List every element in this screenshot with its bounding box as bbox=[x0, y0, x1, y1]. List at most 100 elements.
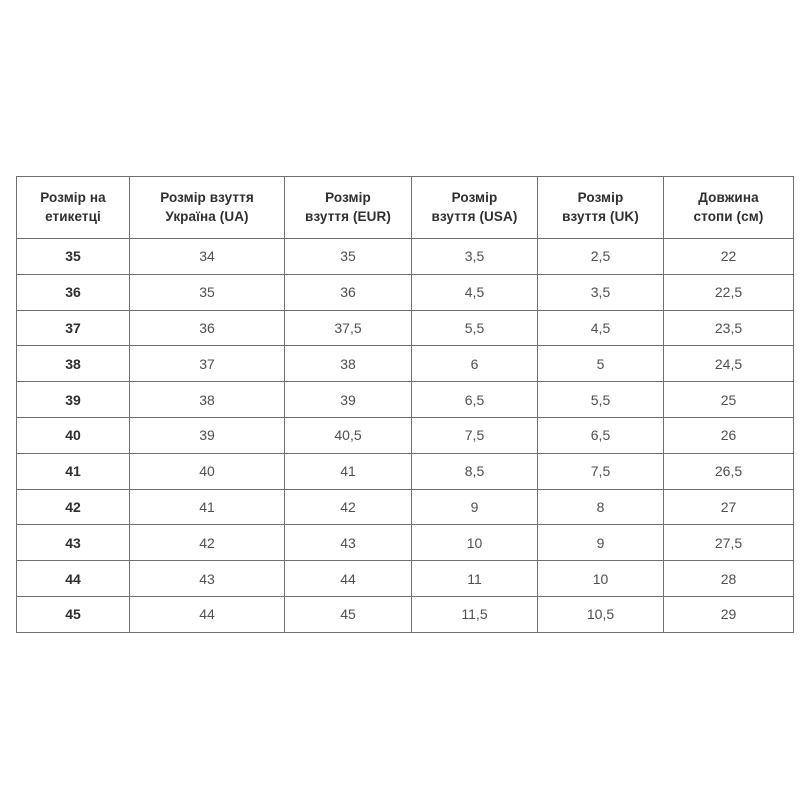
table-cell: 42 bbox=[284, 488, 412, 526]
column-header-label-size: Розмір на етикетці bbox=[16, 176, 130, 239]
table-cell: 2,5 bbox=[537, 238, 664, 275]
table-cell: 10,5 bbox=[537, 595, 664, 633]
table-cell: 22,5 bbox=[663, 273, 794, 311]
table-cell: 36 bbox=[284, 273, 412, 311]
table-row: 41 40 41 8,5 7,5 26,5 bbox=[16, 452, 794, 490]
table-cell: 43 bbox=[284, 524, 412, 562]
table-header: Розмір на етикетці Розмір взуття Україна… bbox=[16, 176, 794, 239]
column-header-line-2: взуття (EUR) bbox=[305, 208, 391, 224]
cell-label-size: 43 bbox=[16, 524, 130, 562]
table-row: 39 38 39 6,5 5,5 25 bbox=[16, 381, 794, 418]
table-cell: 41 bbox=[129, 488, 285, 526]
table-cell: 35 bbox=[129, 273, 285, 311]
column-header-foot-length-cm: Довжина стопи (см) bbox=[663, 176, 794, 239]
column-header-size-eur: Розмір взуття (EUR) bbox=[284, 176, 412, 239]
table-cell: 39 bbox=[284, 381, 412, 418]
cell-label-size: 44 bbox=[16, 560, 130, 597]
cell-label-size: 37 bbox=[16, 309, 130, 347]
table-cell: 3,5 bbox=[411, 238, 538, 275]
table-cell: 6,5 bbox=[537, 416, 664, 454]
table-cell: 38 bbox=[284, 345, 412, 383]
table-row: 42 41 42 9 8 27 bbox=[16, 488, 794, 526]
table-cell: 43 bbox=[129, 560, 285, 597]
table-cell: 45 bbox=[284, 595, 412, 633]
cell-label-size: 38 bbox=[16, 345, 130, 383]
size-chart-container: Розмір на етикетці Розмір взуття Україна… bbox=[16, 176, 794, 633]
table-cell: 40 bbox=[129, 452, 285, 490]
cell-label-size: 39 bbox=[16, 381, 130, 418]
cell-label-size: 36 bbox=[16, 273, 130, 311]
cell-label-size: 40 bbox=[16, 416, 130, 454]
table-cell: 42 bbox=[129, 524, 285, 562]
table-cell: 28 bbox=[663, 560, 794, 597]
table-cell: 8 bbox=[537, 488, 664, 526]
table-body: 35 34 35 3,5 2,5 22 36 35 36 4,5 3,5 22,5 37 36 37,5 5,… bbox=[16, 238, 794, 633]
table-header-row: Розмір на етикетці Розмір взуття Україна… bbox=[16, 176, 794, 239]
table-cell: 6,5 bbox=[411, 381, 538, 418]
table-cell: 23,5 bbox=[663, 309, 794, 347]
column-header-line-1: Розмір bbox=[451, 190, 498, 206]
shoe-size-conversion-table: Розмір на етикетці Розмір взуття Україна… bbox=[16, 176, 794, 633]
table-row: 45 44 45 11,5 10,5 29 bbox=[16, 595, 794, 633]
table-cell: 5,5 bbox=[411, 309, 538, 347]
table-cell: 26 bbox=[663, 416, 794, 454]
column-header-line-2: етикетці bbox=[45, 208, 101, 224]
table-cell: 5,5 bbox=[537, 381, 664, 418]
table-cell: 27,5 bbox=[663, 524, 794, 562]
table-cell: 39 bbox=[129, 416, 285, 454]
table-cell: 9 bbox=[537, 524, 664, 562]
table-cell: 10 bbox=[411, 524, 538, 562]
table-cell: 41 bbox=[284, 452, 412, 490]
column-header-size-ua: Розмір взуття Україна (UA) bbox=[129, 176, 285, 239]
table-cell: 9 bbox=[411, 488, 538, 526]
table-cell: 37,5 bbox=[284, 309, 412, 347]
table-cell: 10 bbox=[537, 560, 664, 597]
column-header-line-2: стопи (см) bbox=[693, 208, 764, 224]
table-cell: 11,5 bbox=[411, 595, 538, 633]
table-cell: 38 bbox=[129, 381, 285, 418]
table-cell: 7,5 bbox=[411, 416, 538, 454]
table-cell: 40,5 bbox=[284, 416, 412, 454]
table-cell: 36 bbox=[129, 309, 285, 347]
table-cell: 4,5 bbox=[537, 309, 664, 347]
table-row: 44 43 44 11 10 28 bbox=[16, 560, 794, 597]
table-cell: 5 bbox=[537, 345, 664, 383]
column-header-line-2: Україна (UA) bbox=[165, 208, 249, 224]
table-cell: 34 bbox=[129, 238, 285, 275]
column-header-line-1: Розмір взуття bbox=[160, 190, 254, 206]
cell-label-size: 35 bbox=[16, 238, 130, 275]
column-header-line-1: Розмір bbox=[577, 190, 624, 206]
table-row: 40 39 40,5 7,5 6,5 26 bbox=[16, 416, 794, 454]
table-row: 43 42 43 10 9 27,5 bbox=[16, 524, 794, 562]
table-cell: 44 bbox=[129, 595, 285, 633]
column-header-line-2: взуття (UK) bbox=[562, 208, 639, 224]
column-header-size-usa: Розмір взуття (USA) bbox=[411, 176, 538, 239]
table-row: 36 35 36 4,5 3,5 22,5 bbox=[16, 273, 794, 311]
cell-label-size: 42 bbox=[16, 488, 130, 526]
table-cell: 26,5 bbox=[663, 452, 794, 490]
table-cell: 44 bbox=[284, 560, 412, 597]
table-cell: 24,5 bbox=[663, 345, 794, 383]
table-cell: 8,5 bbox=[411, 452, 538, 490]
table-cell: 7,5 bbox=[537, 452, 664, 490]
column-header-line-1: Розмір bbox=[325, 190, 371, 206]
column-header-size-uk: Розмір взуття (UK) bbox=[537, 176, 664, 239]
table-cell: 11 bbox=[411, 560, 538, 597]
cell-label-size: 45 bbox=[16, 595, 130, 633]
column-header-line-1: Довжина bbox=[698, 190, 759, 206]
table-cell: 37 bbox=[129, 345, 285, 383]
table-row: 37 36 37,5 5,5 4,5 23,5 bbox=[16, 309, 794, 347]
table-cell: 25 bbox=[663, 381, 794, 418]
cell-label-size: 41 bbox=[16, 452, 130, 490]
table-row: 38 37 38 6 5 24,5 bbox=[16, 345, 794, 383]
table-cell: 3,5 bbox=[537, 273, 664, 311]
column-header-line-1: Розмір на bbox=[40, 190, 106, 206]
table-cell: 29 bbox=[663, 595, 794, 633]
table-cell: 22 bbox=[663, 238, 794, 275]
column-header-line-2: взуття (USA) bbox=[431, 208, 518, 224]
table-cell: 4,5 bbox=[411, 273, 538, 311]
table-cell: 35 bbox=[284, 238, 412, 275]
table-cell: 6 bbox=[411, 345, 538, 383]
table-row: 35 34 35 3,5 2,5 22 bbox=[16, 238, 794, 275]
table-cell: 27 bbox=[663, 488, 794, 526]
